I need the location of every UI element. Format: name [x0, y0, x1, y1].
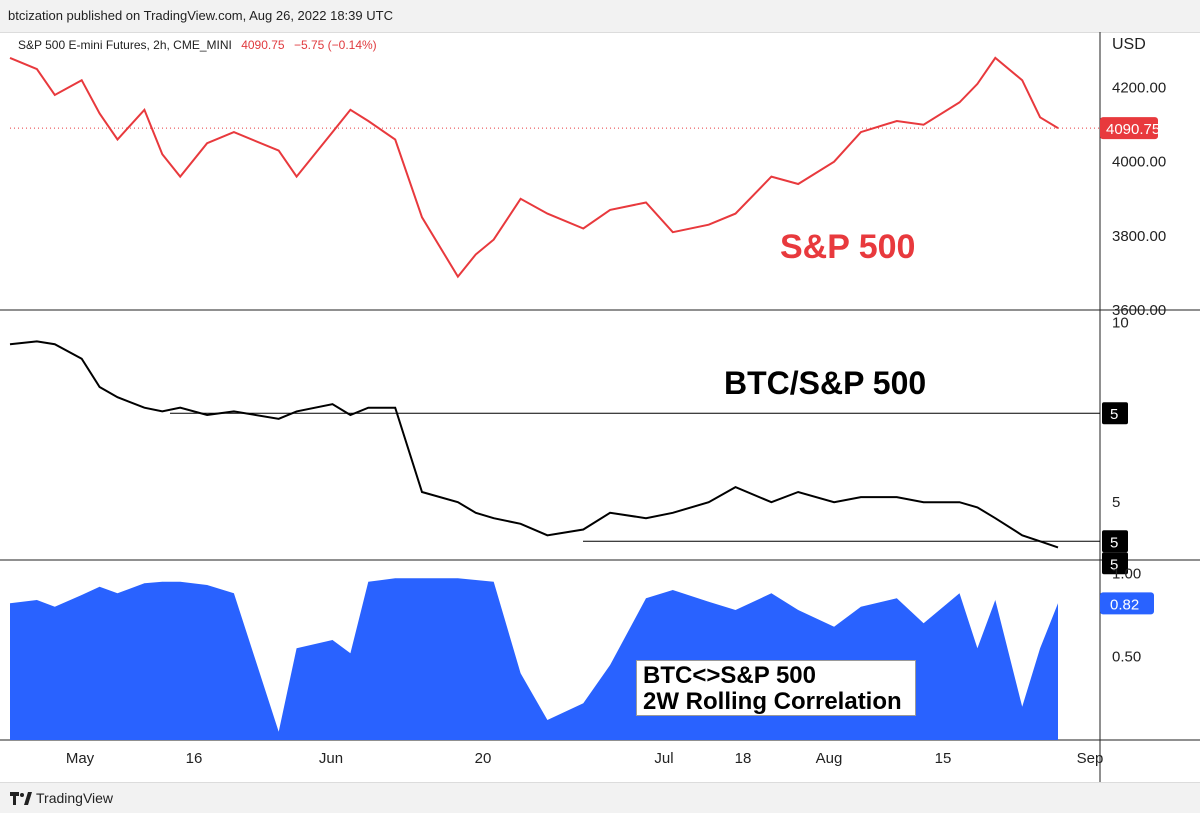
correlation-value-badge-text: 0.82	[1110, 596, 1139, 613]
x-tick-label: Jun	[319, 750, 343, 767]
sp500-price-badge-text: 4090.75	[1106, 121, 1160, 138]
footer-bar: TradingView	[0, 782, 1200, 813]
x-tick-label: May	[66, 750, 95, 767]
tradingview-logo-icon	[10, 792, 32, 810]
sp-y-tick-label: 4200.00	[1112, 80, 1166, 97]
corr-y-tick-label: 0.50	[1112, 649, 1141, 666]
x-tick-label: 18	[735, 750, 752, 767]
btc-y-tick-label: 10	[1112, 315, 1129, 332]
correlation-annotation-line1: BTC<>S&P 500	[643, 663, 915, 689]
btc-sp-annotation: BTC/S&P 500	[724, 365, 926, 402]
x-tick-label: Sep	[1077, 750, 1104, 767]
corr-y-tick-label: 1.00	[1112, 565, 1141, 582]
legend-price: 4090.75	[241, 38, 284, 52]
btc-line-marker-text: 5	[1110, 534, 1118, 551]
x-tick-label: 20	[475, 750, 492, 767]
sp-y-tick-label: 4000.00	[1112, 154, 1166, 171]
symbol-name: S&P 500 E-mini Futures, 2h, CME_MINI	[18, 38, 232, 52]
btc-y-tick-label: 5	[1112, 494, 1120, 511]
tradingview-brand: TradingView	[36, 790, 113, 806]
sp500-annotation: S&P 500	[780, 228, 915, 267]
x-tick-label: 16	[186, 750, 203, 767]
x-tick-label: Jul	[654, 750, 673, 767]
x-tick-label: Aug	[816, 750, 843, 767]
sp-y-tick-label: 3800.00	[1112, 228, 1166, 245]
legend-change: −5.75 (−0.14%)	[294, 38, 377, 52]
correlation-annotation-box: BTC<>S&P 500 2W Rolling Correlation	[636, 660, 916, 716]
currency-label: USD	[1112, 36, 1146, 54]
x-tick-label: 15	[935, 750, 952, 767]
btc-line-marker-text: 5	[1110, 406, 1118, 423]
correlation-annotation-line2: 2W Rolling Correlation	[643, 689, 915, 715]
symbol-legend: S&P 500 E-mini Futures, 2h, CME_MINI 409…	[18, 38, 377, 52]
